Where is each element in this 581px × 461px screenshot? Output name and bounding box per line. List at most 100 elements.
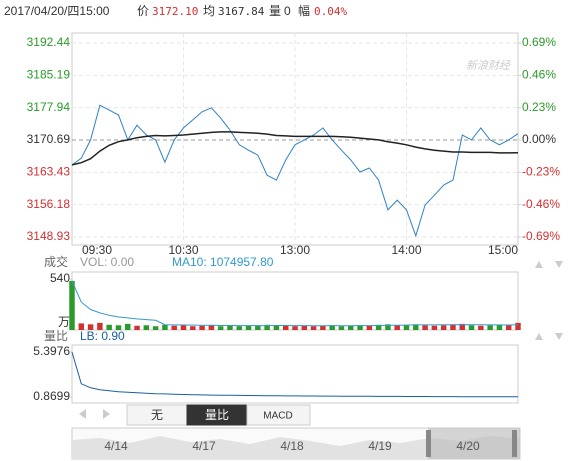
volume-bar — [143, 325, 150, 330]
lb-line — [71, 351, 518, 398]
y-tick-label: 3185.19 — [27, 67, 71, 81]
volume-bar — [171, 325, 177, 330]
change-label: 幅 — [298, 3, 310, 18]
indicator-arrows[interactable] — [79, 409, 110, 419]
volume-bar — [162, 324, 168, 330]
volume-bar — [134, 325, 140, 330]
x-tick-label: 14:00 — [391, 243, 421, 257]
volume-bar — [87, 324, 94, 330]
y2-tick-label: -0.46% — [522, 197, 560, 211]
volume-bar — [459, 323, 465, 330]
price-line — [71, 131, 519, 166]
y2-tick-label: 0.23% — [522, 100, 556, 114]
volume-bar — [375, 324, 382, 330]
panel-title: 成交 — [44, 254, 68, 269]
volume-bar — [496, 324, 503, 330]
panel-annotation: MA10: 1074957.80 — [172, 255, 274, 269]
vol: 0 — [284, 4, 291, 18]
unit-label: 万 — [58, 315, 70, 329]
header: 2017/04/20/四15:00 价 3172.10 均 3167.84 量 … — [4, 3, 347, 18]
volume-bar — [152, 326, 159, 330]
volume-bar — [320, 325, 326, 330]
x-tick-label: 10:30 — [168, 243, 198, 257]
volume-frame — [71, 271, 519, 331]
volume-bar — [338, 326, 345, 330]
volume-bar — [487, 325, 493, 330]
panel-title: 量比 — [44, 329, 68, 343]
volume-bar — [264, 324, 270, 330]
y-tick-label: 3163.43 — [27, 165, 71, 179]
volume-bar — [115, 325, 122, 330]
volume-arrows[interactable] — [535, 261, 563, 268]
navigator-area — [72, 436, 520, 459]
volume-bar — [431, 325, 438, 330]
volume-bar — [292, 326, 298, 330]
y2-tick-label: -0.69% — [522, 229, 560, 243]
navigator-date: 4/20 — [456, 439, 480, 453]
y-tick-label: 0.8699 — [33, 389, 70, 403]
volume-bar — [125, 323, 131, 330]
volume-bar — [394, 325, 400, 330]
panel-subtitle: LB: 0.90 — [80, 329, 125, 343]
y-tick-label: 540 — [50, 271, 70, 285]
change: 0.04% — [314, 5, 347, 18]
volume-bar — [78, 323, 85, 330]
navigator-date: 4/17 — [192, 439, 216, 453]
volume-bar — [255, 325, 261, 330]
volume-bar — [505, 325, 512, 330]
navigator-date: 4/19 — [368, 439, 392, 453]
navigator-handle[interactable] — [512, 430, 517, 457]
volume-bar — [413, 324, 419, 330]
y-tick-label: 3148.93 — [27, 229, 71, 243]
volume-bar — [106, 324, 112, 330]
y-tick-label: 3192.44 — [27, 35, 71, 49]
volume-bar — [357, 325, 363, 330]
volume-bar — [282, 325, 289, 330]
y-tick-label: 3156.18 — [27, 197, 71, 211]
button[interactable]: 量比 — [205, 408, 229, 422]
lb-arrows[interactable] — [535, 333, 563, 340]
y2-tick-label: 0.46% — [522, 68, 556, 82]
button-bg[interactable] — [246, 404, 311, 426]
x-tick-label: 09:30 — [82, 243, 112, 257]
volume-bar — [227, 325, 233, 330]
controls: 无 量比 MACD — [126, 404, 311, 426]
volume-bar — [208, 325, 215, 330]
scroll-arrows — [79, 261, 563, 419]
volume-bar — [450, 324, 456, 330]
volume-bar — [190, 326, 196, 330]
navigator-handle[interactable] — [426, 430, 431, 457]
volume-bar — [422, 325, 428, 330]
y2-tick-label: -0.23% — [522, 165, 560, 179]
navigator-window[interactable] — [428, 428, 520, 459]
volume-bar — [348, 325, 354, 330]
volume-bar — [478, 325, 484, 330]
volume-bar — [301, 325, 308, 330]
button[interactable]: MACD — [263, 411, 292, 422]
volume-bar — [403, 324, 410, 330]
y-tick-label: 3177.94 — [27, 100, 71, 114]
volume-bar — [515, 322, 521, 330]
y-tick-label: 5.3976 — [33, 344, 70, 358]
volume-bar — [310, 326, 317, 330]
price-line — [71, 104, 519, 238]
avg-label: 均 — [203, 4, 215, 18]
volume-bar — [440, 325, 447, 330]
y2-tick-label: 0.00% — [522, 132, 556, 146]
button[interactable]: 无 — [151, 408, 163, 422]
volume-bar — [273, 325, 280, 330]
price: 3172.10 — [152, 5, 198, 18]
y-tick-label: 3170.69 — [27, 132, 71, 146]
volume-bar — [69, 280, 75, 330]
datetime: 2017/04/20/四15:00 — [4, 4, 110, 18]
volume-bar — [199, 325, 205, 330]
volume-bar — [329, 325, 335, 330]
lb-frame — [71, 344, 519, 404]
volume-bar — [366, 325, 373, 330]
x-tick-label: 13:00 — [280, 243, 310, 257]
avg: 3167.84 — [218, 5, 265, 18]
volume-bar — [385, 324, 391, 330]
watermark: 新浪财经 — [466, 59, 511, 72]
volume-bar — [236, 326, 242, 330]
